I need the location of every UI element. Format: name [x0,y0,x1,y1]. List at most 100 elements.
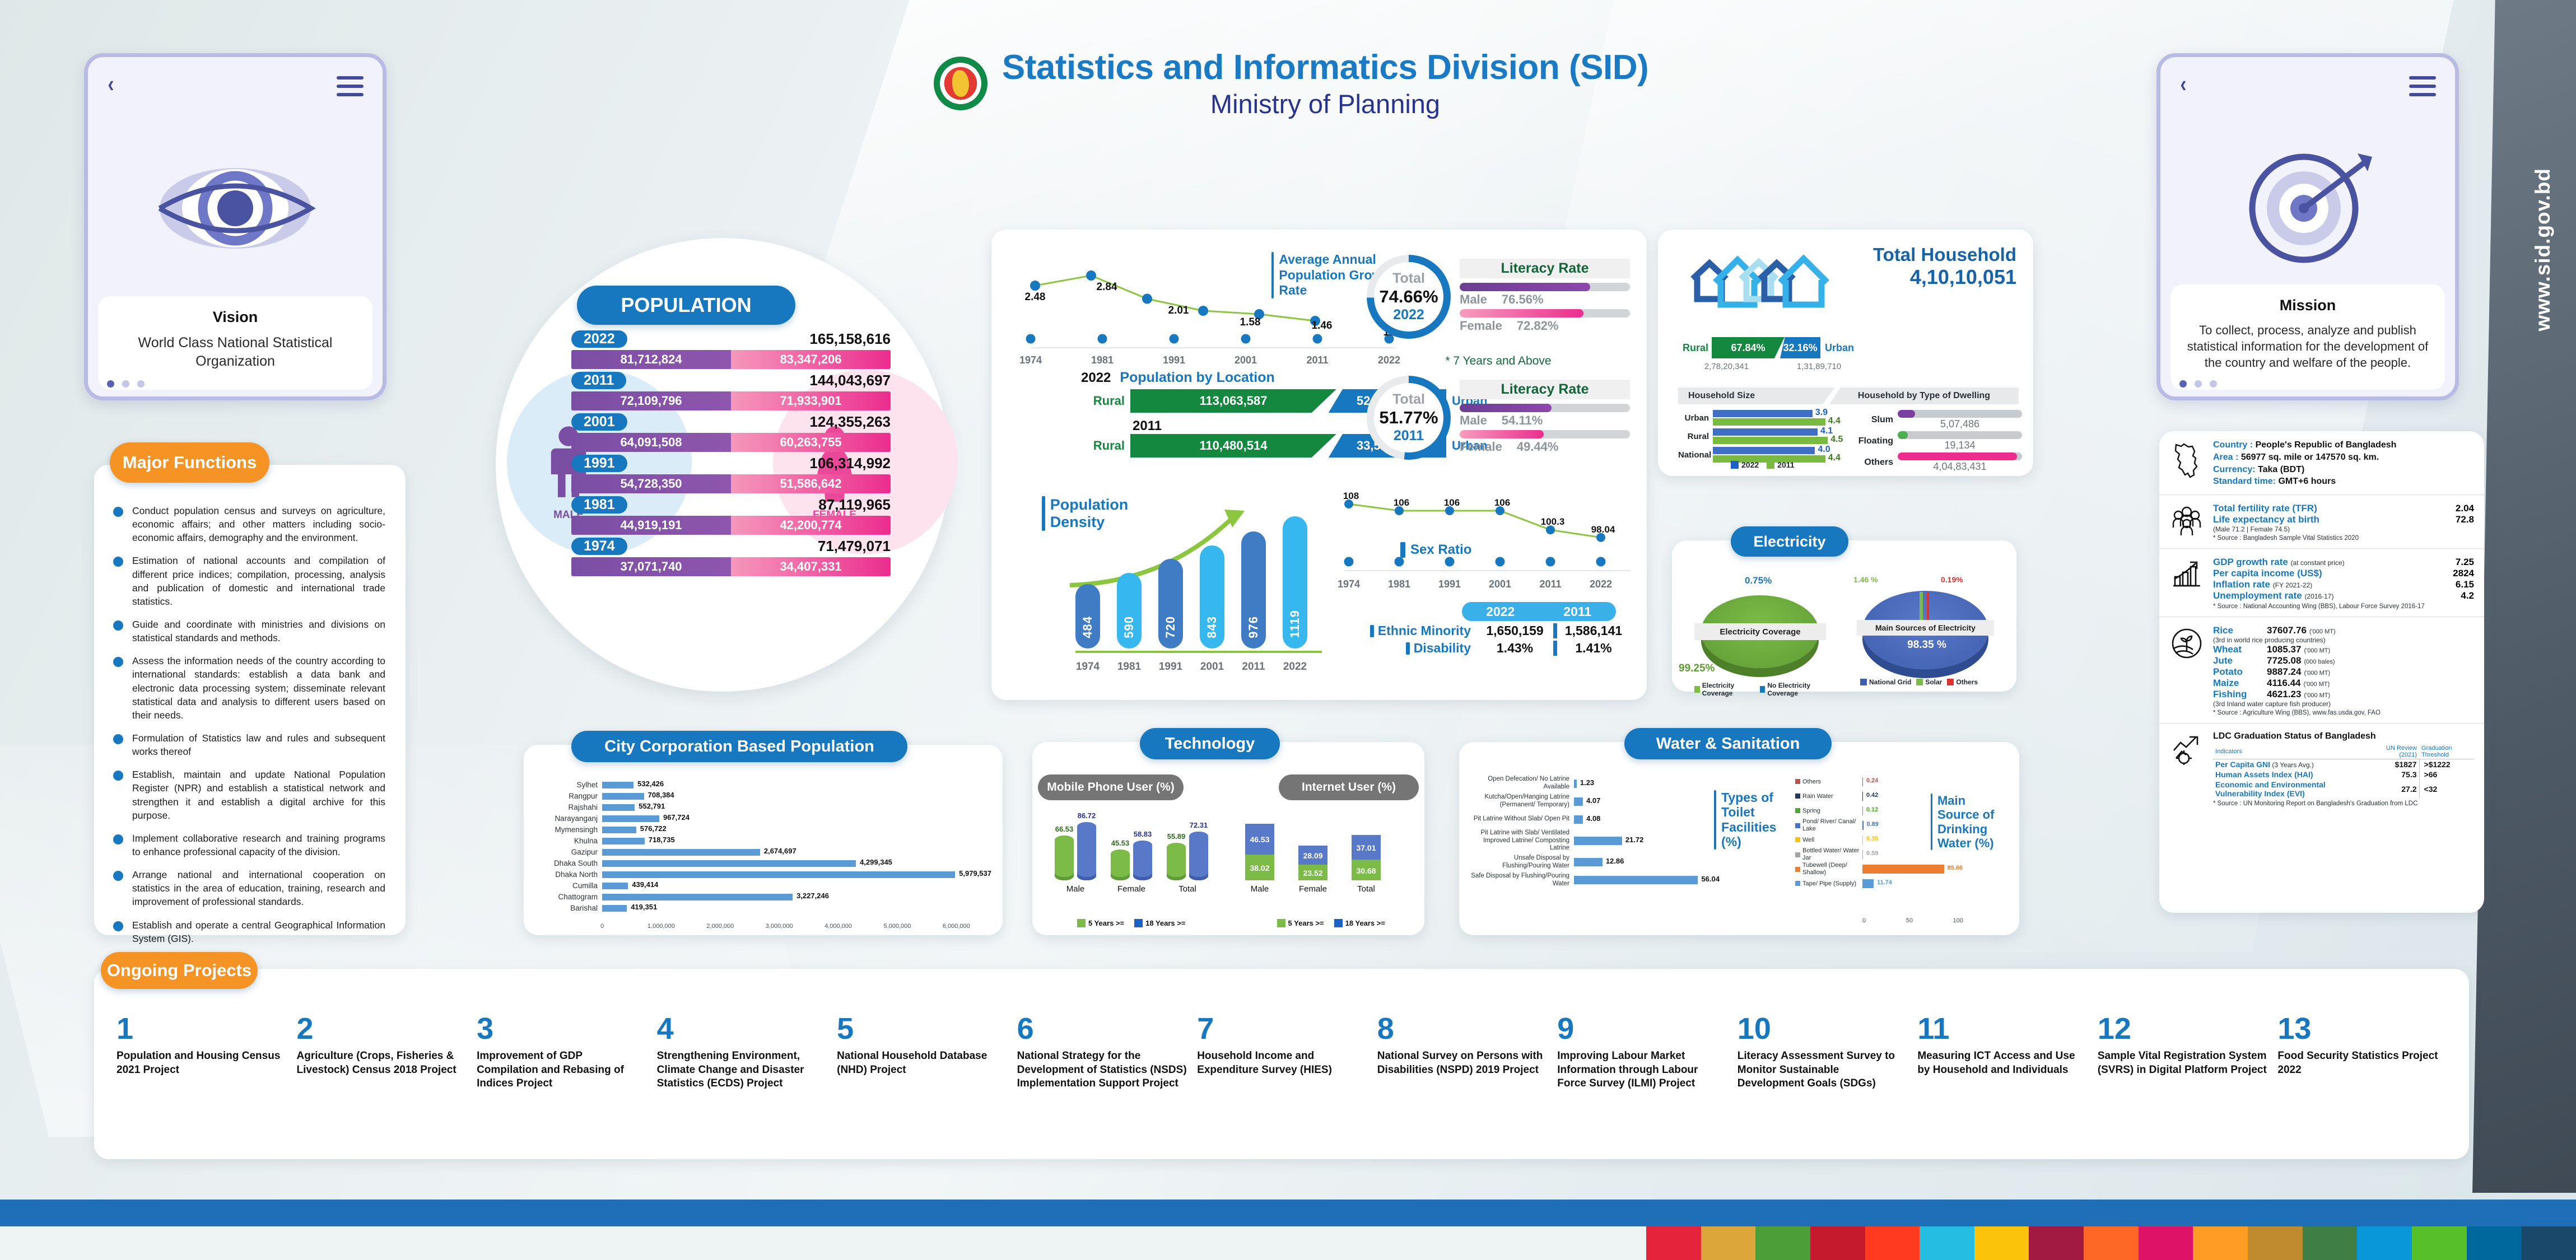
ongoing-projects-title: Ongoing Projects [101,952,258,989]
rural-population: 110,480,514 [1130,434,1336,458]
internet-value-18y: 28.09 [1303,851,1323,860]
density-value: 976 [1246,616,1260,638]
ldc-head-review: UN Review (2021) [2373,744,2420,759]
ethnic-row: Ethnic Minority 1,650,159 1,586,141 [1344,623,1630,638]
sex-ratio-value: 106 [1443,497,1460,508]
right-side-bar: www.sid.gov.bd [2472,0,2576,1193]
project-item[interactable]: 5 National Household Database (NHD) Proj… [837,1014,1017,1091]
drinking-value: 0.42 [1866,792,1879,799]
literacy-total-label: Total [1392,391,1425,407]
back-chevron-icon[interactable]: ‹ [108,71,114,97]
mobile-legend-18y: 18 Years >= [1145,919,1186,927]
sdg-color-swatch [2466,1226,2522,1260]
solar-value: 1.46 % [1853,575,1878,584]
internet-category: Total [1357,884,1375,894]
drinking-value: 0.59 [1866,850,1879,857]
area-value: 56977 sq. mile or 147570 sq. km. [2240,452,2379,462]
project-item[interactable]: 12 Sample Vital Registration System (SVR… [2098,1014,2278,1091]
project-item[interactable]: 6 National Strategy for the Development … [1017,1014,1198,1091]
mission-carousel-dots[interactable] [2179,380,2217,388]
project-name: Sample Vital Registration System (SVRS) … [2097,1050,2267,1076]
project-name: Improvement of GDP Compilation and Rebas… [477,1050,624,1090]
project-number: 7 [1197,1012,1214,1046]
city-name: Gazipur [571,848,598,856]
literacy-female-value: 49.44% [1516,439,1559,454]
city-population: 967,724 [663,813,690,822]
unemployment-value: 4.2 [2461,590,2474,601]
tfr-value: 2.04 [2455,503,2474,514]
vision-card: ‹ Vision World Class National Statistica… [84,53,386,400]
area-key: Area : [2213,452,2239,462]
drinking-axis-tick: 100 [1953,917,1963,924]
economy-row: GDP growth rate (at constant price) 7.25… [2159,549,2484,617]
project-item[interactable]: 11 Measuring ICT Access and Use by House… [1917,1014,2098,1091]
inflation-value: 6.15 [2455,579,2474,590]
internet-category: Female [1298,884,1327,894]
agri-crop-name: Fishing [2213,689,2247,699]
project-item[interactable]: 4 Strengthening Environment, Climate Cha… [657,1014,837,1091]
growth-axis-dot [1384,334,1394,344]
project-item[interactable]: 1 Population and Housing Census 2021 Pro… [117,1014,297,1091]
agriculture-row-item: Maize 4116.44 ('000 MT) [2213,678,2474,689]
country-info-card: Country : People's Republic of Banglades… [2159,431,2484,913]
drinking-row: Bottled Water/ Water Jar 0.59 [1795,847,1958,862]
density-year: 1981 [1117,661,1142,673]
population-male-value: 44,919,191 [571,516,731,535]
sdg-color-swatch [1920,1226,1974,1260]
major-function-item: Guide and coordinate with ministries and… [111,618,385,645]
bottom-white-bar [0,1226,1646,1260]
ethnic-rows: Ethnic Minority 1,650,159 1,586,141 Disa… [1344,623,1630,656]
hamburger-menu-icon[interactable] [337,76,364,101]
drinking-row: Well 0.35 [1795,833,1958,847]
drinking-row: Pond/ River/ Canal/ Lake 0.89 [1795,818,1958,833]
project-item[interactable]: 10 Literacy Assessment Survey to Monitor… [1737,1014,1918,1091]
ldc-title: LDC Graduation Status of Bangladesh [2213,731,2376,741]
mobile-chart-legend: 5 Years >= 18 Years >= [1077,919,1185,927]
population-year: 1981 [571,496,627,514]
growth-data-label: 2.01 [1168,304,1189,316]
location-chart-title: Population by Location [1120,370,1275,385]
city-corporation-row: Khulna 718,735 [541,836,986,846]
project-item[interactable]: 2 Agriculture (Crops, Fisheries & Livest… [297,1014,477,1091]
gdp-note: (at constant price) [2290,559,2345,567]
mobile-bar [1189,832,1208,880]
household-size-name: Urban [1684,413,1709,423]
population-year: 2011 [571,372,627,389]
project-item[interactable]: 3 Improvement of GDP Compilation and Reb… [477,1014,657,1091]
city-axis-tick: 5,000,000 [883,923,911,930]
city-corporation-row: Rangpur 708,384 [541,791,986,801]
toilet-row: Pit Latrine with Slab/ Ventilated Improv… [1465,829,1711,852]
vision-carousel-dots[interactable] [107,380,145,388]
literacy-donut: Total 74.66% 2022 [1367,255,1451,339]
project-item[interactable]: 13 Food Security Statistics Project 2022 [2277,1014,2458,1091]
major-functions-list: Conduct population census and surveys on… [111,504,385,945]
population-total: 124,355,263 [809,413,891,430]
agri-crop-value: 7725.08 [2267,655,2302,666]
dwelling-value: 4,04,83,431 [1933,461,1987,472]
literacy-male-value: 54.11% [1501,413,1543,427]
project-item[interactable]: 7 Household Income and Expenditure Surve… [1197,1014,1377,1091]
sex-ratio-axis-dot [1445,557,1455,567]
project-item[interactable]: 8 National Survey on Persons with Disabi… [1377,1014,1558,1091]
internet-bar-5y [1352,860,1381,880]
hamburger-menu-icon[interactable] [2409,76,2436,101]
fishing-note: (3rd Inland water capture fish producer) [2213,700,2331,708]
ldc-head-threshold: Graduation Threshold [2419,744,2474,759]
toilet-value: 12.86 [1605,857,1624,866]
electricity-no-coverage-value: 0.75% [1745,575,1772,586]
project-item[interactable]: 9 Improving Labour Market Information th… [1557,1014,1737,1091]
drinking-row: Spring 0.12 [1795,804,1958,818]
vital-statistics-source: * Source : Bangladesh Sample Vital Stati… [2213,535,2359,542]
mobile-category: Female [1117,884,1146,894]
household-size-row: National 4.0 4.4 [1678,445,1841,463]
mobile-bar [1055,836,1074,880]
toilet-value: 1.23 [1580,778,1595,787]
household-size-name: Rural [1687,431,1709,441]
sdg-color-swatch [1646,1226,1701,1260]
density-year: 2022 [1283,661,1307,673]
drinking-value: 0.12 [1866,806,1879,813]
sdg-color-swatch [1865,1226,1920,1260]
ldc-un-review: 27.2 [2401,785,2417,794]
back-chevron-icon[interactable]: ‹ [2180,71,2187,97]
ethnic-col-2022: 2022 [1486,604,1515,619]
